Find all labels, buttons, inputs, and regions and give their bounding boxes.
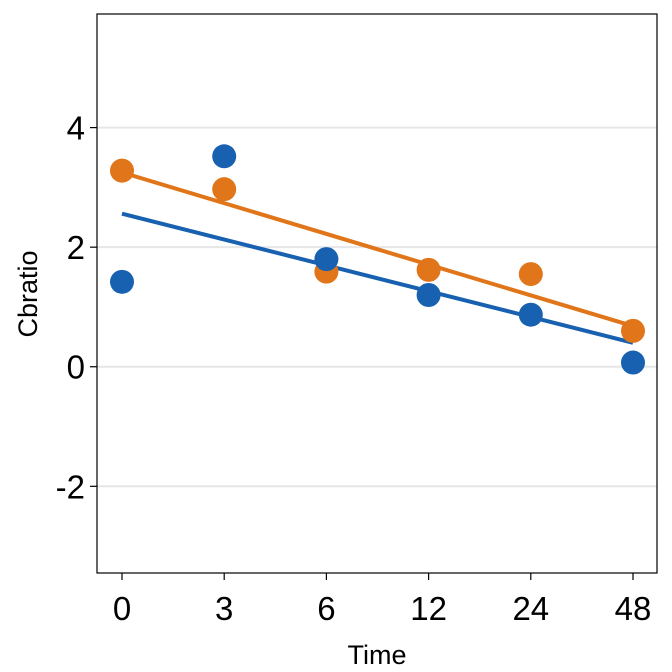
- y-tick-label: 4: [67, 110, 85, 147]
- x-tick-label: 48: [615, 590, 652, 627]
- data-point: [621, 318, 645, 343]
- x-tick-label: 12: [410, 590, 447, 627]
- data-point: [212, 144, 237, 169]
- y-axis-title: Cbratio: [13, 250, 43, 337]
- data-point: [621, 350, 645, 375]
- data-point: [314, 247, 339, 272]
- fit-line: [121, 170, 634, 328]
- data-point: [518, 262, 543, 287]
- data-point: [518, 302, 543, 327]
- plot-border: [96, 13, 658, 574]
- plot-background: [97, 14, 657, 573]
- x-axis-title: Time: [348, 640, 407, 670]
- y-tick-label: 2: [67, 229, 85, 266]
- x-tick-label: 0: [113, 590, 131, 627]
- x-tick-label: 6: [317, 590, 335, 627]
- x-tick-label: 24: [512, 590, 549, 627]
- x-tick-label: 3: [215, 590, 233, 627]
- data-point: [416, 282, 441, 307]
- fit-line: [121, 211, 634, 345]
- y-tick-label: 0: [67, 349, 85, 386]
- data-point: [110, 158, 134, 183]
- data-point: [416, 257, 441, 282]
- y-tick-label: -2: [56, 468, 85, 505]
- data-point: [110, 269, 134, 294]
- data-points: [110, 144, 645, 375]
- fit-lines: [121, 170, 634, 345]
- data-point: [212, 177, 237, 202]
